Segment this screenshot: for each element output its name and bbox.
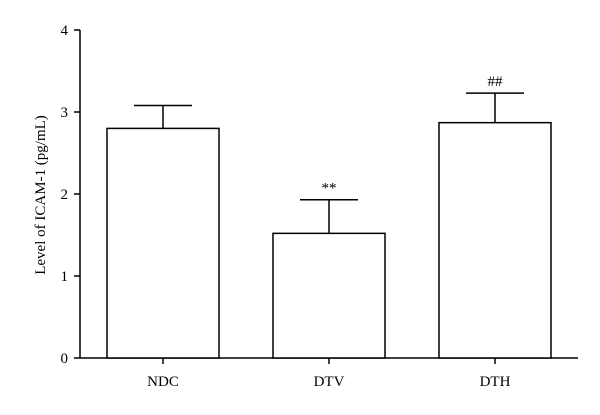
bar xyxy=(438,121,552,359)
y-tick-label: 1 xyxy=(61,269,69,285)
plot-area: 0 1 2 3 4 NDC DTV ** DTH ## xyxy=(61,23,578,390)
y-axis-label: Level of ICAM-1 (pg/mL) xyxy=(33,115,49,275)
y-tick-label: 4 xyxy=(61,23,69,39)
significance-label: ** xyxy=(322,181,337,197)
category-label: NDC xyxy=(147,374,179,390)
y-tick-label: 2 xyxy=(61,187,69,203)
category-label: DTV xyxy=(314,374,345,390)
bar xyxy=(106,127,220,359)
bar xyxy=(272,232,386,359)
y-tick-label: 0 xyxy=(61,351,69,367)
significance-label: ## xyxy=(488,74,504,90)
category-label: DTH xyxy=(480,374,511,390)
y-tick-label: 3 xyxy=(61,105,69,121)
